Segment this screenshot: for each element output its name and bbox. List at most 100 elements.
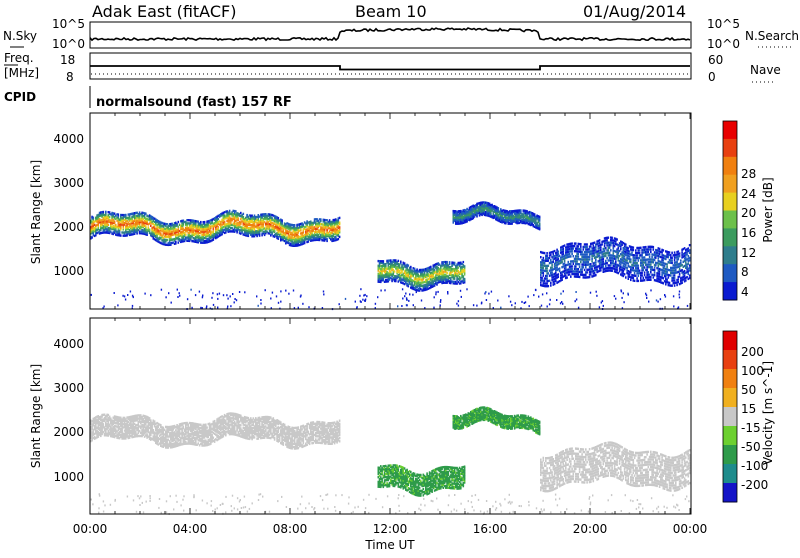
echo-cell (585, 266, 587, 268)
scatter-cell (481, 302, 482, 304)
echo-cell (674, 277, 676, 279)
echo-cell (616, 238, 618, 240)
echo-cell (583, 266, 585, 268)
scatter-cell (466, 288, 467, 290)
scatter-cell (650, 289, 651, 291)
scatter-cell (648, 301, 649, 303)
echo-cell (103, 211, 105, 213)
echo-cell (643, 277, 645, 279)
scatter-cell (527, 296, 528, 298)
echo-cell (580, 246, 582, 248)
echo-cell (666, 279, 668, 281)
echo-cell (580, 248, 582, 250)
echo-cell (546, 270, 548, 272)
echo-cell (120, 234, 122, 236)
scatter-cell (356, 306, 357, 308)
echo-cell (178, 221, 180, 223)
echo-cell (558, 250, 560, 252)
echo-cell (610, 244, 612, 246)
echo-cell (641, 272, 643, 274)
scatter-cell (673, 305, 674, 307)
echo-cell (638, 267, 640, 269)
echo-cell (586, 246, 588, 248)
echo-cell (604, 250, 606, 252)
echo-cell (579, 263, 581, 265)
echo-cell (539, 216, 541, 218)
echo-cell (554, 283, 556, 285)
echo-cell (689, 252, 691, 254)
echo-cell (665, 258, 667, 260)
echo-cell (675, 269, 677, 271)
echo-cell (546, 277, 548, 279)
scatter-cell (234, 298, 235, 300)
echo-cell (638, 275, 640, 277)
scatter-cell (265, 289, 266, 291)
echo-cell (548, 272, 550, 274)
echo-cell (160, 232, 162, 234)
echo-cell (603, 258, 605, 260)
scatter-cell (260, 299, 261, 301)
echo-cell (644, 279, 646, 281)
echo-cell (630, 258, 632, 260)
echo-cell (649, 253, 651, 255)
scatter-cell (437, 291, 438, 293)
echo-cell (671, 252, 673, 254)
echo-cell (669, 282, 671, 284)
echo-cell (636, 262, 638, 264)
echo-cell (603, 266, 605, 268)
echo-cell (590, 245, 592, 247)
echo-cell (550, 284, 552, 286)
echo-cell (616, 269, 618, 271)
echo-cell (339, 222, 341, 224)
echo-cell (648, 271, 650, 273)
echo-cell (546, 255, 548, 257)
echo-cell (434, 269, 436, 271)
echo-cell (665, 283, 667, 285)
scatter-cell (500, 307, 501, 309)
echo-cell (689, 249, 691, 251)
echo-cell (586, 253, 588, 255)
echo-cell (674, 279, 676, 281)
echo-cell (650, 263, 652, 265)
scatter-cell (244, 291, 245, 293)
echo-cell (606, 257, 608, 259)
scatter-cell (144, 293, 145, 295)
echo-cell (548, 285, 550, 287)
echo-cell (550, 254, 552, 256)
scatter-cell (355, 301, 356, 303)
echo-cell (635, 275, 637, 277)
echo-cell (243, 213, 245, 215)
echo-cell (635, 249, 637, 251)
echo-cell (446, 272, 448, 274)
scatter-cell (213, 304, 214, 306)
cpid-label: CPID (4, 90, 36, 104)
echo-cell (224, 221, 226, 223)
scatter-cell (211, 297, 212, 299)
scatter-cell (434, 296, 435, 298)
scatter-cell (576, 299, 577, 301)
echo-cell (454, 262, 456, 264)
scatter-cell (308, 306, 309, 308)
echo-cell (463, 261, 465, 263)
scatter-cell (657, 301, 658, 303)
echo-cell (644, 266, 646, 268)
scatter-cell (435, 291, 436, 293)
echo-cell (464, 265, 466, 267)
echo-cell (600, 269, 602, 271)
echo-cell (149, 229, 151, 231)
echo-cell (599, 239, 601, 241)
echo-cell (639, 270, 641, 272)
echo-cell (589, 258, 591, 260)
echo-cell (540, 256, 542, 258)
scatter-cell (236, 299, 237, 301)
scatter-cell (547, 306, 548, 308)
echo-cell (654, 269, 656, 271)
echo-cell (654, 266, 656, 268)
scatter-cell (227, 306, 228, 308)
echo-cell (534, 213, 536, 215)
scatter-cell (456, 303, 457, 305)
scatter-cell (260, 303, 261, 305)
echo-cell (671, 259, 673, 261)
echo-cell (551, 264, 553, 266)
scatter-cell (285, 290, 286, 292)
